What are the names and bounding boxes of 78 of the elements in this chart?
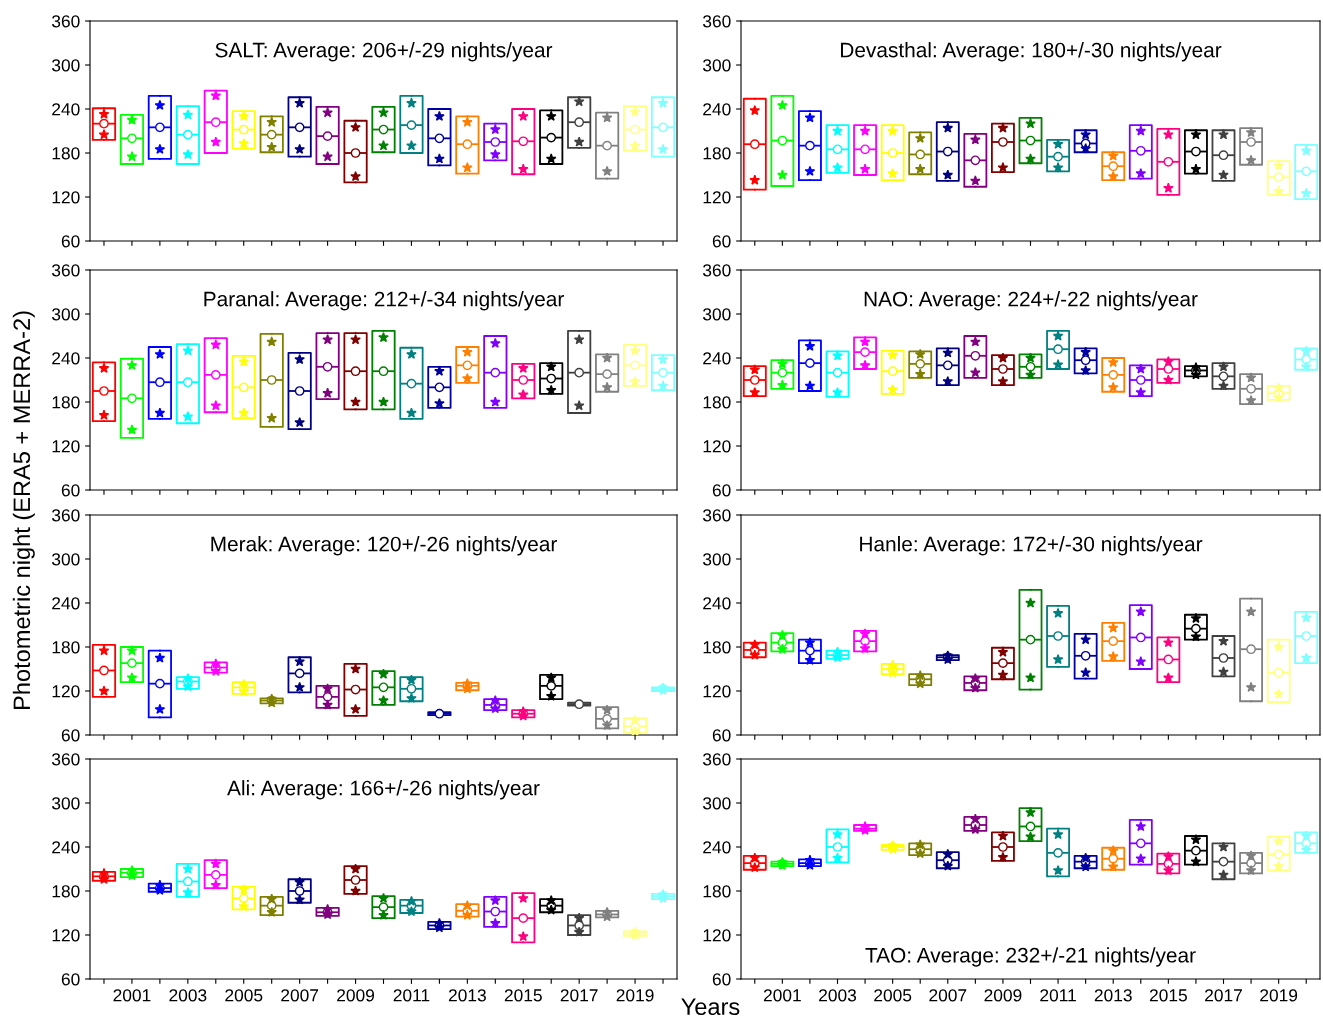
y-tick-label: 120 [703,440,731,453]
y-tick-label: 60 [61,973,80,986]
y-tick-label: 360 [702,509,731,522]
x-tick-label: 2015 [1149,989,1187,1002]
text: SALT: Average: 206+/-29 nights/year [215,42,553,62]
y-tick-label: 60 [712,729,731,742]
y-tick-label: 300 [51,59,80,72]
y-tick-label: 240 [703,841,731,854]
text: TAO: Average: 232+/-21 nights/year [865,947,1196,967]
y-tick-label: 180 [703,147,731,160]
x-tick-label: 2019 [1260,989,1298,1002]
y-tick-label: 300 [702,553,731,566]
x-tick-label: 2013 [1094,989,1132,1002]
y-tick-label: 240 [52,597,80,610]
y-tick-label: 60 [61,729,80,742]
y-tick-label: 240 [703,103,731,116]
y-tick-label: 180 [52,147,80,160]
x-tick-label: 2005 [874,989,912,1002]
y-tick-label: 360 [702,15,731,28]
text: Devasthal: Average: 180+/-30 nights/year [841,42,1222,62]
y-tick-label: 120 [52,685,80,698]
y-tick-label: 360 [51,15,80,28]
y-tick-label: 180 [703,641,731,654]
text: NAO: Average: 224+/-22 nights/year [864,291,1198,311]
y-tick-label: 180 [703,396,731,409]
y-tick-label: 120 [52,440,80,453]
y-tick-label: 360 [51,264,80,277]
y-tick-label: 120 [703,929,731,942]
y-tick-label: 120 [703,191,731,204]
y-tick-label: 120 [52,191,80,204]
x-tick-label: 2009 [984,989,1022,1002]
y-tick-label: 180 [52,396,80,409]
x-tick-label: 2017 [1205,989,1242,1002]
y-tick-label: 300 [51,308,80,321]
x-tick-label: 2011 [393,989,430,1002]
x-tick-label: 2017 [560,989,598,1002]
x-tick-label: 2005 [225,989,263,1002]
x-tick-label: 2011 [1040,989,1076,1002]
text: Ali: Average: 166+/-26 nights/year [227,780,540,800]
y-tick-label: 300 [51,797,80,810]
y-tick-label: 300 [702,308,731,321]
x-tick-label: 2001 [763,989,801,1002]
x-tick-label: 2007 [281,989,319,1002]
y-tick-label: 240 [703,597,731,610]
y-tick-label: 60 [61,484,80,497]
x-tick-label: 2003 [819,989,857,1002]
y-tick-label: 240 [52,103,80,116]
y-axis-title: Photometric night (ERA5 + MERRA-2) [12,311,35,709]
y-tick-label: 60 [712,235,731,248]
y-tick-label: 300 [51,553,80,566]
y-tick-label: 120 [703,685,731,698]
y-tick-label: 240 [52,841,80,854]
y-tick-label: 240 [52,352,80,365]
x-tick-label: 2001 [113,989,151,1002]
x-axis-title: Years [681,998,740,1016]
y-tick-label: 60 [61,235,80,248]
y-tick-label: 360 [702,264,731,277]
x-tick-label: 2013 [448,989,486,1002]
x-tick-label: 2015 [504,989,542,1002]
y-tick-label: 300 [702,59,731,72]
y-tick-label: 360 [51,753,80,766]
text: Merak: Average: 120+/-26 nights/year [211,536,557,556]
y-tick-label: 240 [703,352,731,365]
text: Hanle: Average: 172+/-30 nights/year [860,536,1203,556]
x-tick-label: 2009 [337,989,375,1002]
y-tick-label: 300 [702,797,731,810]
text: Paranal: Average: 212+/-34 nights/year [204,291,564,311]
y-tick-label: 60 [712,484,731,497]
x-tick-label: 2019 [616,989,654,1002]
x-tick-label: 2003 [169,989,207,1002]
y-tick-label: 180 [52,641,80,654]
y-tick-label: 360 [702,753,731,766]
y-tick-label: 180 [52,885,80,898]
y-tick-label: 120 [52,929,80,942]
x-tick-label: 2007 [929,989,967,1002]
y-tick-label: 180 [703,885,731,898]
y-tick-label: 60 [712,973,731,986]
y-tick-label: 360 [51,509,80,522]
